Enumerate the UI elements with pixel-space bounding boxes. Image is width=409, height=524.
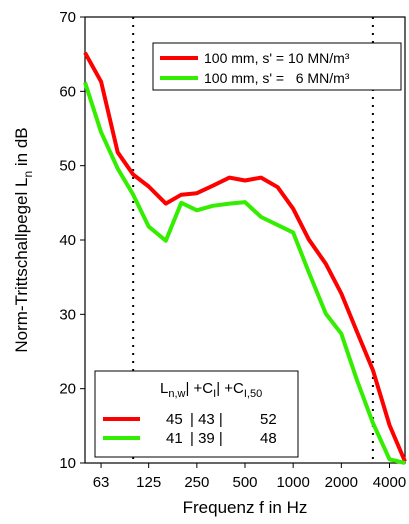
x-tick-label: 63	[93, 474, 110, 491]
rating-table-box	[94, 370, 299, 458]
table-header: Ln,w| +CI| +CI,50	[160, 380, 262, 400]
x-tick-label: 125	[136, 474, 161, 491]
y-tick-label: 40	[59, 232, 76, 249]
y-tick-label: 50	[59, 158, 76, 175]
x-tick-label: 1000	[276, 474, 309, 491]
y-tick-label: 10	[59, 455, 76, 472]
y-axis-title: Norm-Trittschallpegel Ln in dB	[12, 127, 35, 352]
x-tick-label: 250	[184, 474, 209, 491]
rating-table: Ln,w| +CI| +CI,50 45 | 43 | 52 41 | 39 |…	[94, 370, 299, 458]
legend-label-red: 100 mm, s' = 10 MN/m³	[204, 50, 350, 66]
table-cell: | 43 |	[190, 411, 223, 428]
legend: 100 mm, s' = 10 MN/m³ 100 mm, s' = 6 MN/…	[152, 42, 402, 91]
x-axis-title: Frequenz f in Hz	[183, 498, 308, 517]
table-cell: 45	[166, 411, 183, 428]
x-tick-label: 2000	[325, 474, 358, 491]
series-lines	[83, 51, 407, 465]
x-tick-label: 4000	[373, 474, 406, 491]
x-axis-ticks: 63 125 250 500 1000 2000 4000	[93, 463, 406, 491]
legend-label-green: 100 mm, s' = 6 MN/m³	[204, 70, 350, 86]
legend-box	[152, 42, 402, 91]
y-tick-label: 30	[59, 306, 76, 323]
series-line-10	[83, 51, 407, 463]
y-tick-label: 60	[59, 83, 76, 100]
x-tick-label: 500	[232, 474, 257, 491]
y-axis-ticks: 10 20 30 40 50 60 70	[59, 9, 85, 472]
table-cell: | 39 |	[190, 430, 223, 447]
y-tick-label: 20	[59, 381, 76, 398]
y-tick-label: 70	[59, 9, 76, 26]
table-cell: 52	[260, 411, 277, 428]
table-cell: 41	[166, 430, 183, 447]
series-line-6	[83, 81, 406, 465]
table-cell: 48	[260, 430, 277, 447]
